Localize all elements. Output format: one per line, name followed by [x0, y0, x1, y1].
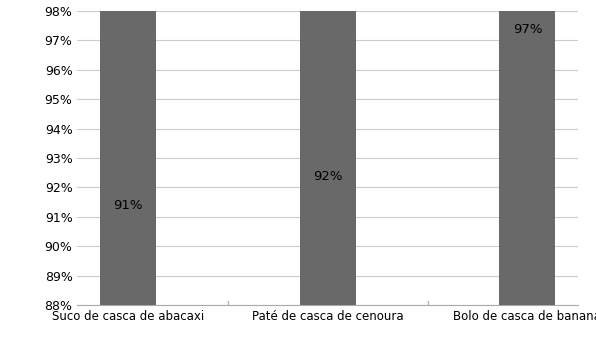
- Text: 91%: 91%: [113, 199, 143, 213]
- Text: 92%: 92%: [313, 170, 343, 183]
- Bar: [100, 0, 156, 305]
- Bar: [300, 0, 356, 305]
- Text: 97%: 97%: [513, 23, 542, 36]
- Bar: [499, 0, 555, 305]
